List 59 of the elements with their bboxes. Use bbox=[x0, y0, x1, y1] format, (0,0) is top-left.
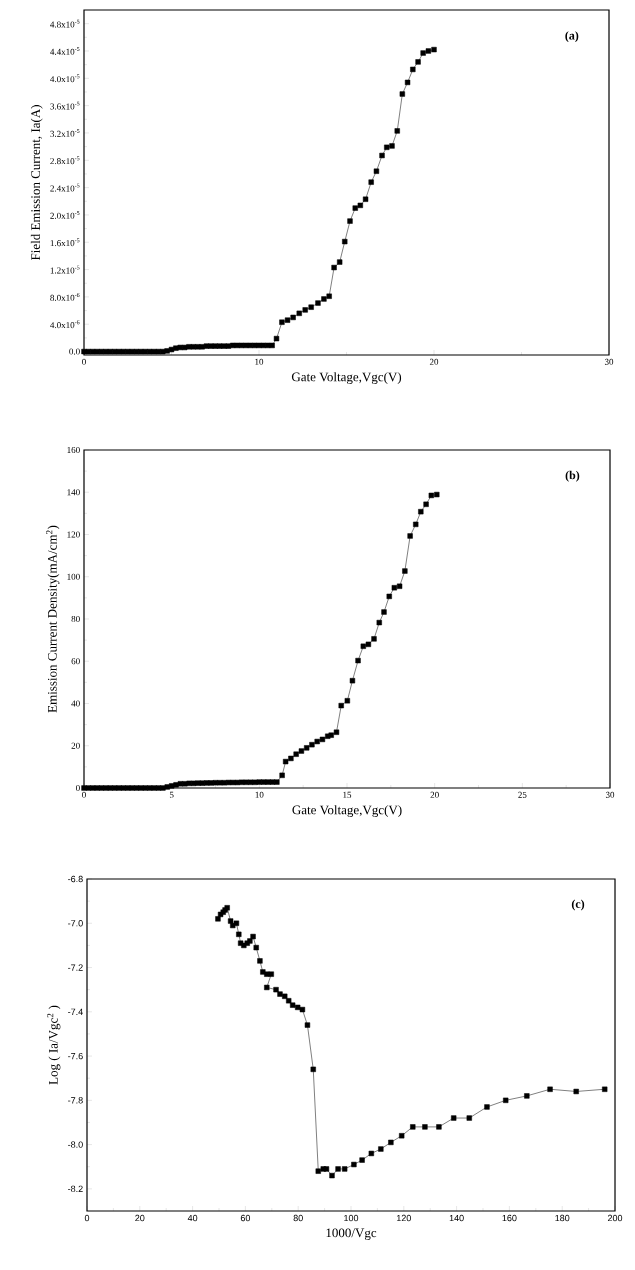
x-tick-label: 30 bbox=[605, 791, 615, 798]
x-tick-label: 20 bbox=[430, 791, 439, 798]
y-tick-label: -7.8 bbox=[68, 1097, 83, 1104]
y-tick-label: 4.0x10$^{-6}$ bbox=[50, 320, 80, 329]
annotation: (a) bbox=[565, 31, 579, 43]
y-tick-label: 1.6x10$^{-5}$ bbox=[50, 238, 80, 247]
x-tick-label: 15 bbox=[343, 791, 352, 798]
x-axis-title: Gate Voltage,Vgc(V) bbox=[292, 805, 402, 817]
y-tick-label: -7.2 bbox=[68, 964, 83, 971]
y-tick-label: 4.8x10$^{-5}$ bbox=[50, 19, 80, 28]
y-tick-label: -7.6 bbox=[68, 1052, 83, 1060]
y-tick-label: 2.8x10$^{-5}$ bbox=[50, 156, 80, 165]
x-tick-label: 30 bbox=[604, 358, 614, 365]
x-tick-label: 5 bbox=[169, 791, 174, 798]
y-tick-label: 3.6x10$^{-5}$ bbox=[50, 101, 80, 110]
y-tick-label: 4.0x10$^{-5}$ bbox=[50, 74, 80, 83]
x-tick-label: 80 bbox=[293, 1214, 303, 1222]
y-tick-label: 100 bbox=[67, 573, 80, 580]
x-tick-label: 180 bbox=[555, 1214, 570, 1222]
annotation: (c) bbox=[571, 899, 585, 911]
y-tick-label: 2.4x10$^{-5}$ bbox=[50, 183, 80, 192]
x-axis-title: 1000/Vgc bbox=[326, 1228, 377, 1240]
y-axis-title: Field Emission Current, Ia(A) bbox=[30, 105, 43, 261]
y-tick-label: 0 bbox=[76, 784, 80, 792]
y-tick-label: 0.0 bbox=[69, 348, 80, 355]
y-tick-label: 80 bbox=[71, 615, 80, 623]
x-tick-label: 60 bbox=[240, 1214, 251, 1222]
y-tick-label: -7.0 bbox=[68, 920, 83, 927]
y-tick-label: 8.0x10$^{-6}$ bbox=[50, 292, 80, 301]
y-tick-label: 140 bbox=[67, 489, 80, 496]
y-tick-label: -8.2 bbox=[68, 1185, 83, 1193]
x-tick-label: 120 bbox=[396, 1214, 411, 1222]
y-tick-label: 2.0x10$^{-5}$ bbox=[50, 210, 80, 219]
x-tick-label: 0 bbox=[84, 1214, 90, 1222]
y-tick-label: 160 bbox=[67, 446, 80, 454]
annotation: (b) bbox=[565, 470, 580, 482]
y-axis-title: Emission Current Density(mA/cm$^{2}$) bbox=[46, 525, 60, 713]
y-tick-label: 4.4x10$^{-5}$ bbox=[50, 47, 80, 55]
x-axis-title: Gate Voltage,Vgc(V) bbox=[291, 372, 402, 384]
y-tick-label: -6.8 bbox=[68, 875, 83, 883]
y-tick-label: 1.2x10$^{-5}$ bbox=[50, 265, 80, 274]
y-tick-label: 120 bbox=[67, 531, 80, 538]
y-axis-title: Log ( Ia/Vgc$^{2}$ ) bbox=[47, 1005, 61, 1085]
x-tick-label: 20 bbox=[135, 1214, 145, 1222]
y-tick-label: 3.2x10$^{-5}$ bbox=[50, 129, 80, 137]
x-tick-label: 10 bbox=[255, 358, 264, 365]
x-tick-label: 200 bbox=[607, 1214, 623, 1222]
y-tick-label: 60 bbox=[71, 658, 80, 665]
x-tick-label: 100 bbox=[344, 1214, 359, 1222]
y-tick-label: 40 bbox=[71, 700, 80, 707]
y-tick-label: -7.4 bbox=[68, 1008, 83, 1015]
x-tick-label: 25 bbox=[518, 791, 527, 798]
y-tick-label: -8.0 bbox=[68, 1141, 83, 1148]
y-tick-label: 20 bbox=[71, 742, 80, 749]
x-tick-label: 140 bbox=[449, 1214, 464, 1222]
x-tick-label: 20 bbox=[429, 358, 439, 365]
x-tick-label: 160 bbox=[502, 1214, 517, 1222]
x-tick-label: 40 bbox=[187, 1214, 198, 1222]
x-tick-label: 10 bbox=[255, 791, 264, 798]
